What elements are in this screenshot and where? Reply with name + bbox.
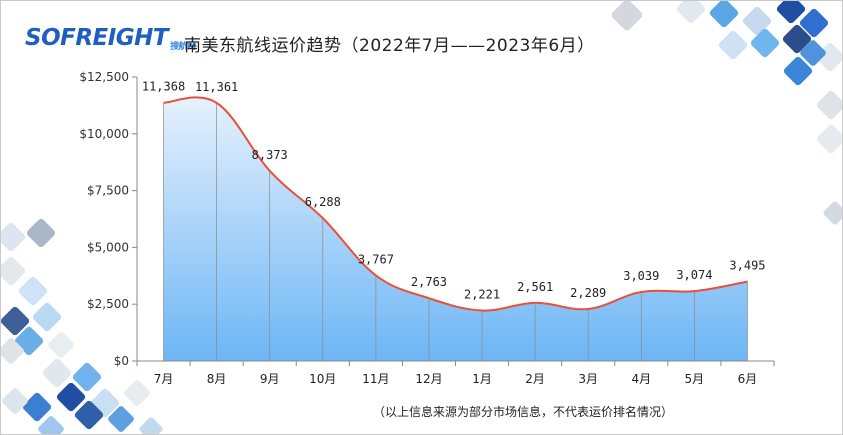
- source-footnote: （以上信息来源为部分市场信息，不代表运价排名情况）: [373, 405, 674, 419]
- data-label-2: 11,361: [195, 80, 238, 94]
- decorative-tile: [783, 56, 813, 86]
- decorative-tile: [816, 90, 842, 120]
- decorative-tile: [124, 380, 150, 406]
- x-tick-label-3: 9月: [260, 372, 280, 386]
- decorative-tile: [22, 392, 52, 422]
- decorative-tile: [799, 8, 829, 38]
- x-tick-label-6: 12月: [415, 372, 442, 386]
- decorative-tile: [2, 388, 28, 414]
- data-label-5: 3,767: [358, 252, 394, 266]
- decorative-tile: [742, 6, 772, 36]
- x-tick-label-10: 4月: [631, 372, 651, 386]
- y-tick-label: $0: [114, 354, 129, 368]
- y-tick-label: $7,500: [87, 184, 129, 198]
- logo-subtext: 搜航网: [170, 42, 196, 52]
- data-label-11: 3,074: [676, 268, 712, 282]
- data-label-4: 6,288: [305, 195, 341, 209]
- x-tick-label-8: 2月: [525, 372, 545, 386]
- x-tick-label-12: 6月: [738, 372, 758, 386]
- y-tick-label: $10,000: [79, 127, 129, 141]
- x-tick-label-11: 5月: [685, 372, 705, 386]
- decorative-tile: [709, 1, 739, 28]
- sofreight-logo: SOFREIGHT 搜航网: [25, 27, 196, 52]
- decorative-tile: [1, 256, 26, 286]
- data-label-1: 11,368: [142, 80, 185, 94]
- decorative-tile: [48, 332, 74, 358]
- x-tick-label-7: 1月: [472, 372, 492, 386]
- decorative-tile: [611, 1, 643, 31]
- decorative-tile: [72, 362, 102, 392]
- data-label-9: 2,289: [570, 286, 606, 300]
- decorative-tile: [32, 302, 62, 332]
- data-label-8: 2,561: [517, 280, 553, 294]
- data-label-3: 8,373: [252, 148, 288, 162]
- decorative-tile: [1, 306, 30, 336]
- decorative-tile: [823, 201, 842, 225]
- x-tick-label-4: 10月: [309, 372, 336, 386]
- decorative-tile: [42, 358, 72, 388]
- y-tick-label: $5,000: [87, 240, 129, 254]
- data-label-6: 2,763: [411, 275, 447, 289]
- decorative-tile: [1, 222, 26, 252]
- x-tick-label-1: 7月: [154, 372, 174, 386]
- decorative-tile: [56, 382, 86, 412]
- data-label-12: 3,495: [729, 259, 765, 273]
- y-tick-label: $2,500: [87, 297, 129, 311]
- data-label-10: 3,039: [623, 269, 659, 283]
- decorative-tile: [676, 1, 706, 24]
- series-line: [163, 96, 748, 312]
- area-fill: [163, 97, 748, 362]
- decorative-tile: [26, 218, 56, 248]
- chart-title: 南美东航线运价趋势（2022年7月——2023年6月）: [184, 36, 595, 56]
- decorative-tile: [816, 124, 842, 154]
- decorative-tile: [782, 24, 812, 54]
- decorative-tile: [18, 276, 48, 306]
- y-tick-label: $12,500: [79, 70, 129, 84]
- decorative-tile: [776, 1, 806, 24]
- x-tick-label-5: 11月: [362, 372, 389, 386]
- x-tick-label-2: 8月: [207, 372, 227, 386]
- decorative-tile: [718, 30, 748, 60]
- decorative-tile: [38, 416, 64, 434]
- logo-text: SOFREIGHT: [25, 25, 169, 51]
- decorative-tile: [108, 406, 134, 432]
- decorative-tile: [139, 417, 163, 434]
- decorative-tile: [74, 400, 104, 430]
- decorative-tile: [1, 338, 24, 364]
- data-label-7: 2,221: [464, 288, 500, 302]
- decorative-tile: [800, 40, 826, 66]
- decorative-tile: [750, 28, 780, 58]
- x-tick-label-9: 3月: [578, 372, 598, 386]
